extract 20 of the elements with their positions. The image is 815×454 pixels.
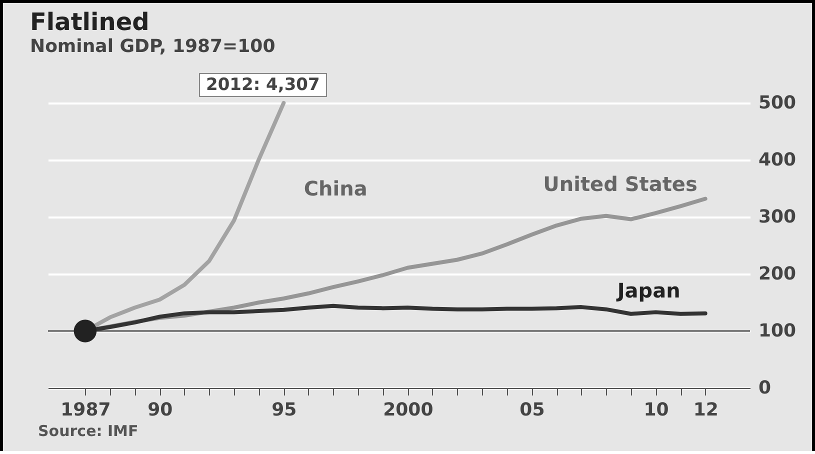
series-label: United States [543, 172, 698, 196]
chart-subtitle: Nominal GDP, 1987=100 [30, 36, 276, 57]
x-tick-label: 05 [520, 400, 545, 420]
source-note: Source: IMF [38, 422, 138, 440]
text: China [304, 176, 368, 200]
text: 2012: 4,307 [199, 73, 327, 97]
series-label: Japan [615, 278, 680, 302]
y-tick-label: 300 [758, 206, 796, 228]
y-tick-label: 200 [758, 264, 796, 284]
x-tick-label: 2000 [383, 400, 434, 420]
y-tick-label: 100 [758, 320, 796, 342]
chart-title: Flatlined [30, 8, 150, 36]
x-tick-label: 95 [272, 400, 297, 420]
x-tick-label: 12 [693, 400, 718, 420]
y-tick-label: 0 [758, 378, 772, 398]
x-tick-label: 1987 [60, 400, 111, 420]
x-tick-label: 10 [644, 400, 669, 420]
y-tick-label: 500 [758, 92, 796, 114]
x-tick-label: 90 [148, 400, 173, 420]
y-tick-label: 400 [758, 150, 796, 170]
